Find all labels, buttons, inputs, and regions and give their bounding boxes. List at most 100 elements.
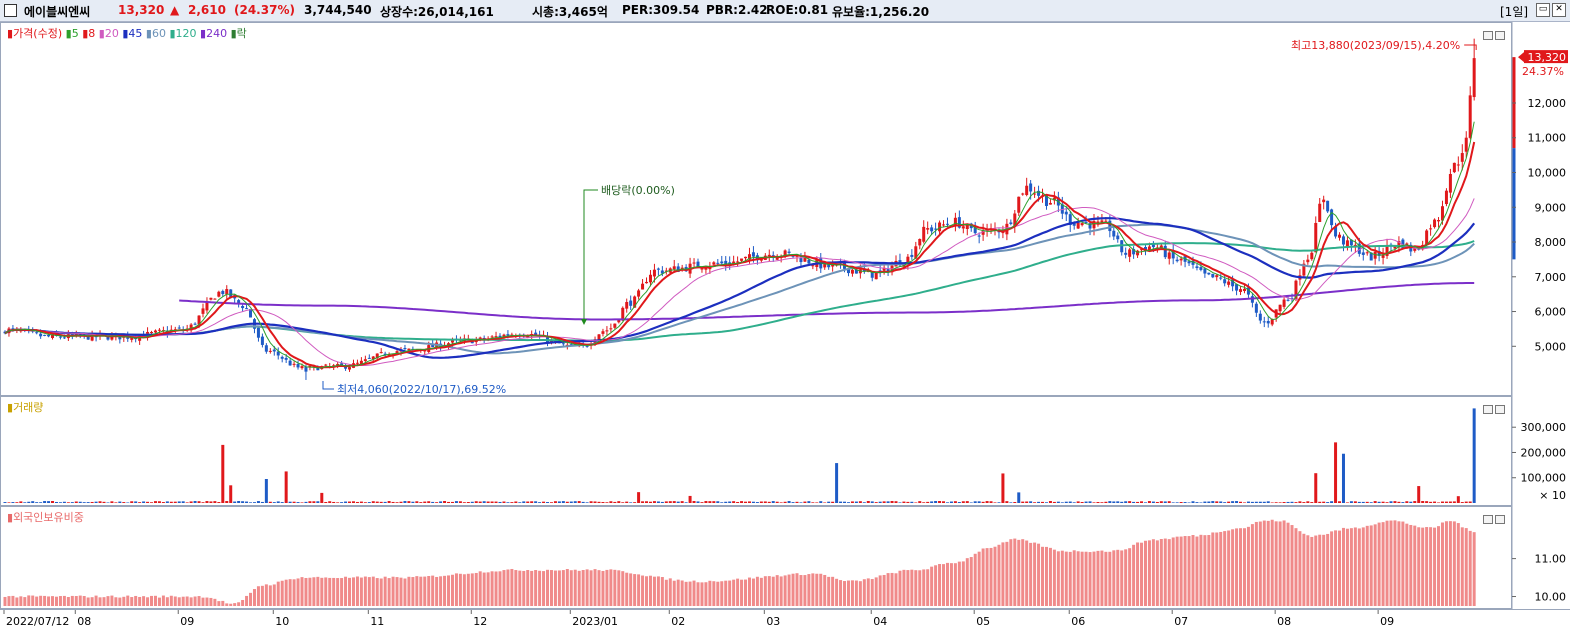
- volume-bar: [510, 502, 514, 503]
- foreign-bar: [934, 565, 938, 606]
- volume-bar: [110, 501, 114, 503]
- volume-bar: [850, 501, 854, 503]
- foreign-bar: [1401, 521, 1405, 606]
- volume-bar: [815, 502, 819, 503]
- candle-body: [39, 333, 43, 337]
- candle-body: [1381, 254, 1385, 258]
- volume-bar: [193, 501, 197, 503]
- foreign-bar: [546, 569, 550, 606]
- foreign-bar: [839, 580, 843, 606]
- volume-bar: [601, 502, 605, 503]
- foreign-bar: [930, 566, 934, 606]
- panel-minimize-icon[interactable]: [1483, 515, 1493, 524]
- foreign-bar: [775, 575, 779, 606]
- volume-bar: [708, 501, 712, 503]
- foreign-bar: [233, 603, 237, 606]
- dividend-arrow-icon: [581, 319, 587, 325]
- price-tick-label: 11,000: [1528, 132, 1567, 145]
- candle-body: [1211, 273, 1215, 278]
- candle-body: [854, 269, 858, 274]
- foreign-bar: [351, 577, 355, 606]
- volume-panel[interactable]: ▮거래량: [0, 396, 1512, 506]
- volume-bar: [1064, 501, 1068, 503]
- foreign-bar: [209, 597, 213, 606]
- volume-plot: [3, 408, 1476, 503]
- volume-bar: [19, 501, 23, 503]
- foreign-bar: [553, 570, 557, 606]
- foreign-bar: [367, 577, 371, 606]
- volume-bar: [688, 495, 692, 503]
- x-tick-label: 2022/07/12: [6, 615, 69, 628]
- candle-body: [1278, 304, 1282, 312]
- volume-bar: [791, 502, 795, 503]
- foreign-bar: [894, 573, 898, 606]
- volume-bar: [478, 501, 482, 503]
- volume-bar: [466, 502, 470, 503]
- price-panel[interactable]: ▮가격(수정) ▮5 ▮8 ▮20 ▮45 ▮60 ▮120 ▮240 ▮락 최…: [0, 22, 1512, 396]
- price-tick-label: 8,000: [1535, 236, 1567, 249]
- panel-close-icon[interactable]: [1495, 405, 1505, 414]
- panel-close-icon[interactable]: [1495, 515, 1505, 524]
- foreign-bar: [898, 570, 902, 606]
- panel-close-icon[interactable]: [1495, 31, 1505, 40]
- foreign-bar: [252, 589, 256, 606]
- candle-body: [1314, 222, 1318, 253]
- volume-bar: [391, 501, 395, 503]
- volume-bar: [751, 501, 755, 503]
- x-tick-label: 04: [873, 615, 887, 628]
- up-arrow-icon: ▲: [170, 3, 180, 17]
- candle-body: [886, 268, 890, 273]
- volume-bar: [419, 502, 423, 503]
- foreign-bar: [1163, 538, 1167, 606]
- candle-body: [1037, 190, 1041, 196]
- volume-bar: [1242, 502, 1246, 503]
- candle-body: [150, 332, 154, 334]
- panel-minimize-icon[interactable]: [1483, 405, 1493, 414]
- foreign-bar: [617, 570, 621, 606]
- volume-bar: [712, 501, 716, 503]
- volume-bar: [1437, 502, 1441, 503]
- period-selector[interactable]: [1일]: [1500, 5, 1529, 19]
- volume-bar: [530, 501, 534, 503]
- foreign-bar: [1017, 539, 1021, 606]
- candle-body: [1286, 299, 1290, 301]
- foreign-panel[interactable]: ▮외국인보유비중: [0, 506, 1512, 609]
- volume-bar: [1456, 496, 1460, 503]
- foreign-bar: [1302, 533, 1306, 606]
- foreign-bar: [1068, 551, 1072, 606]
- select-checkbox[interactable]: [4, 4, 17, 17]
- candle-body: [664, 270, 668, 272]
- foreign-bar: [1175, 536, 1179, 606]
- panel-minimize-icon[interactable]: [1483, 31, 1493, 40]
- x-tick-label: 06: [1071, 615, 1085, 628]
- volume-bar: [229, 485, 233, 503]
- dividend-marker-line: [583, 189, 598, 324]
- volume-bar: [407, 501, 411, 503]
- foreign-bar: [589, 570, 593, 606]
- candle-body: [359, 360, 363, 365]
- foreign-bar: [225, 603, 229, 606]
- maximize-icon[interactable]: ▭: [1536, 3, 1550, 17]
- foreign-bar: [185, 596, 189, 606]
- candle-body: [1227, 281, 1231, 285]
- volume-bar: [395, 502, 399, 503]
- foreign-bar: [1393, 520, 1397, 606]
- candle-body: [221, 290, 225, 295]
- foreign-bar: [1357, 528, 1361, 606]
- ma5-line: [4, 121, 1475, 369]
- volume-bar: [439, 501, 443, 503]
- price-tick-label: 10,000: [1528, 167, 1567, 180]
- candle-body: [1464, 137, 1468, 152]
- candle-body: [490, 336, 494, 338]
- foreign-bar: [601, 570, 605, 606]
- volume-bar: [1314, 473, 1318, 503]
- candle-body: [751, 252, 755, 257]
- foreign-bar: [1282, 520, 1286, 606]
- volume-bar: [1440, 501, 1444, 503]
- close-icon[interactable]: ✕: [1552, 3, 1566, 17]
- foreign-bar: [938, 564, 942, 606]
- foreign-bar: [767, 576, 771, 606]
- candle-body: [130, 338, 134, 340]
- candle-body: [157, 329, 161, 331]
- candle-body: [205, 301, 209, 311]
